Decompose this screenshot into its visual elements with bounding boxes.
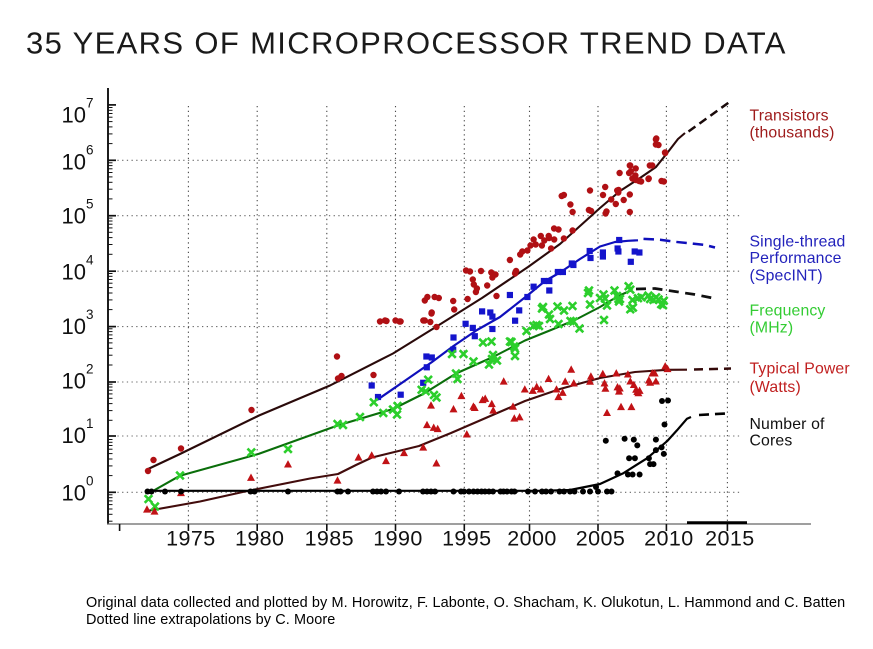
svg-text:(thousands): (thousands) xyxy=(750,124,835,141)
svg-text:(SpecINT): (SpecINT) xyxy=(750,268,823,285)
svg-text:Performance: Performance xyxy=(750,250,842,267)
svg-text:1980: 1980 xyxy=(235,527,284,551)
svg-text:Dotted line extrapolations by: Dotted line extrapolations by C. Moore xyxy=(86,612,335,628)
svg-text:Transistors: Transistors xyxy=(750,108,829,125)
svg-text:Frequency: Frequency xyxy=(750,302,826,319)
svg-text:1995: 1995 xyxy=(442,527,491,551)
svg-text:2000: 2000 xyxy=(507,527,556,551)
svg-text:(MHz): (MHz) xyxy=(750,320,794,337)
svg-text:2005: 2005 xyxy=(576,527,625,551)
svg-text:1990: 1990 xyxy=(373,527,422,551)
svg-text:2010: 2010 xyxy=(644,527,693,551)
svg-text:Number of: Number of xyxy=(750,416,826,433)
svg-text:Original data collected and pl: Original data collected and plotted by M… xyxy=(86,595,845,611)
svg-text:(Watts): (Watts) xyxy=(750,379,801,396)
svg-text:35 YEARS OF MICROPROCESSOR TRE: 35 YEARS OF MICROPROCESSOR TREND DATA xyxy=(26,26,787,61)
svg-text:2015: 2015 xyxy=(705,527,754,551)
svg-text:1975: 1975 xyxy=(166,527,215,551)
svg-text:Cores: Cores xyxy=(750,432,793,449)
svg-text:1985: 1985 xyxy=(305,527,354,551)
svg-text:Typical Power: Typical Power xyxy=(750,360,850,377)
svg-text:Single-thread: Single-thread xyxy=(750,234,846,251)
